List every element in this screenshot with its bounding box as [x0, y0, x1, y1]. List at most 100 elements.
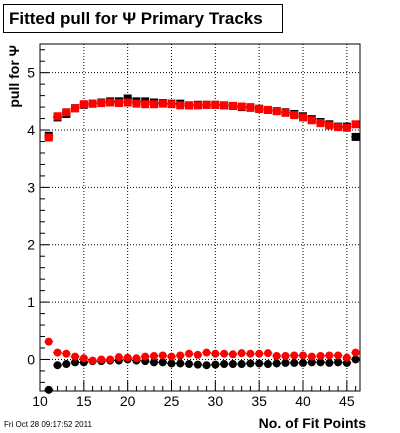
data-point-square-1 — [307, 116, 316, 125]
data-point-circle-2 — [316, 358, 325, 367]
data-point-circle-2 — [263, 360, 272, 369]
data-point-circle-2 — [299, 358, 308, 367]
data-point-circle-2 — [228, 360, 237, 369]
data-point-square-1 — [228, 101, 237, 110]
data-point-circle-3 — [202, 348, 211, 357]
data-point-circle-3 — [290, 351, 299, 360]
data-point-circle-3 — [351, 348, 360, 357]
data-point-circle-3 — [79, 354, 88, 363]
data-point-square-1 — [149, 100, 158, 109]
data-point-circle-2 — [193, 360, 202, 369]
data-point-square-1 — [185, 101, 194, 110]
data-point-circle-2 — [185, 360, 194, 369]
data-point-circle-3 — [149, 352, 158, 361]
data-point-circle-3 — [246, 349, 255, 358]
data-point-circle-3 — [316, 352, 325, 361]
data-point-circle-3 — [158, 351, 167, 360]
timestamp: Fri Oct 28 09:17:52 2011 — [4, 420, 92, 429]
data-point-circle-3 — [106, 355, 115, 364]
data-point-square-1 — [79, 100, 88, 109]
data-point-square-1 — [88, 99, 97, 108]
data-point-circle-3 — [97, 355, 106, 364]
data-point-square-1 — [193, 101, 202, 110]
data-point-square-1 — [71, 104, 80, 113]
data-point-square-1 — [44, 133, 53, 142]
data-point-square-1 — [334, 123, 343, 132]
data-point-circle-3 — [263, 349, 272, 358]
x-tick-label: 20 — [120, 393, 136, 409]
plot-frame — [39, 43, 361, 392]
data-point-circle-2 — [202, 361, 211, 370]
data-point-square-1 — [290, 111, 299, 120]
data-point-circle-2 — [351, 355, 360, 364]
data-point-circle-2 — [211, 360, 220, 369]
data-point-square-1 — [220, 101, 229, 110]
data-point-square-1 — [114, 99, 123, 108]
data-point-square-1 — [97, 99, 106, 108]
data-point-circle-2 — [237, 360, 246, 369]
data-point-square-1 — [53, 112, 62, 121]
data-point-square-0 — [123, 94, 132, 103]
data-point-circle-3 — [220, 349, 229, 358]
data-point-circle-3 — [123, 353, 132, 362]
data-point-square-1 — [132, 99, 141, 108]
data-point-circle-3 — [325, 351, 334, 360]
data-point-circle-3 — [62, 349, 71, 358]
data-point-circle-2 — [176, 359, 185, 368]
y-tick-label: 1 — [27, 294, 35, 310]
data-point-circle-2 — [281, 358, 290, 367]
data-point-square-1 — [176, 101, 185, 110]
data-point-circle-3 — [299, 351, 308, 360]
x-tick-label: 30 — [208, 393, 224, 409]
data-point-square-1 — [167, 100, 176, 109]
data-point-square-1 — [316, 119, 325, 128]
x-tick-label: 40 — [295, 393, 311, 409]
data-point-circle-2 — [62, 360, 71, 369]
data-point-circle-3 — [281, 352, 290, 361]
data-point-circle-3 — [176, 351, 185, 360]
grid-lines — [39, 44, 360, 391]
data-point-circle-2 — [44, 385, 53, 394]
y-tick-label: 3 — [27, 179, 35, 195]
data-point-circle-3 — [114, 353, 123, 362]
data-point-square-1 — [299, 113, 308, 122]
data-point-circle-2 — [334, 358, 343, 367]
x-axis-label: No. of Fit Points — [259, 415, 367, 431]
data-point-circle-2 — [71, 358, 80, 367]
data-point-circle-3 — [141, 352, 150, 361]
y-tick-label: 4 — [27, 122, 35, 138]
data-point-circle-2 — [149, 358, 158, 367]
data-point-circle-3 — [255, 349, 264, 358]
data-points — [44, 94, 361, 394]
data-point-circle-2 — [255, 359, 264, 368]
data-point-square-1 — [246, 103, 255, 112]
data-point-circle-3 — [342, 353, 351, 362]
data-point-square-1 — [351, 120, 360, 129]
y-tick-label: 5 — [27, 65, 35, 81]
x-tick-label: 15 — [76, 393, 92, 409]
data-point-square-1 — [342, 123, 351, 132]
data-point-square-1 — [106, 98, 115, 107]
data-point-square-1 — [272, 107, 281, 116]
y-axis-label: pull for Ψ — [6, 45, 22, 108]
y-tick-label: 0 — [27, 351, 35, 367]
data-point-square-1 — [263, 105, 272, 114]
data-point-circle-3 — [132, 354, 141, 363]
x-tick-label: 35 — [251, 393, 267, 409]
data-point-circle-3 — [228, 350, 237, 359]
data-point-circle-2 — [246, 359, 255, 368]
data-point-square-1 — [141, 100, 150, 109]
data-point-square-1 — [325, 121, 334, 130]
data-point-square-1 — [158, 99, 167, 108]
data-point-square-0 — [351, 132, 360, 141]
x-tick-label: 25 — [164, 393, 180, 409]
chart-title: Fitted pull for Ψ Primary Tracks — [3, 4, 283, 33]
y-tick-label: 2 — [27, 237, 35, 253]
data-point-square-1 — [62, 108, 71, 117]
data-point-circle-3 — [185, 349, 194, 358]
data-point-square-1 — [281, 108, 290, 117]
data-point-circle-3 — [53, 348, 62, 357]
data-point-circle-3 — [272, 352, 281, 361]
